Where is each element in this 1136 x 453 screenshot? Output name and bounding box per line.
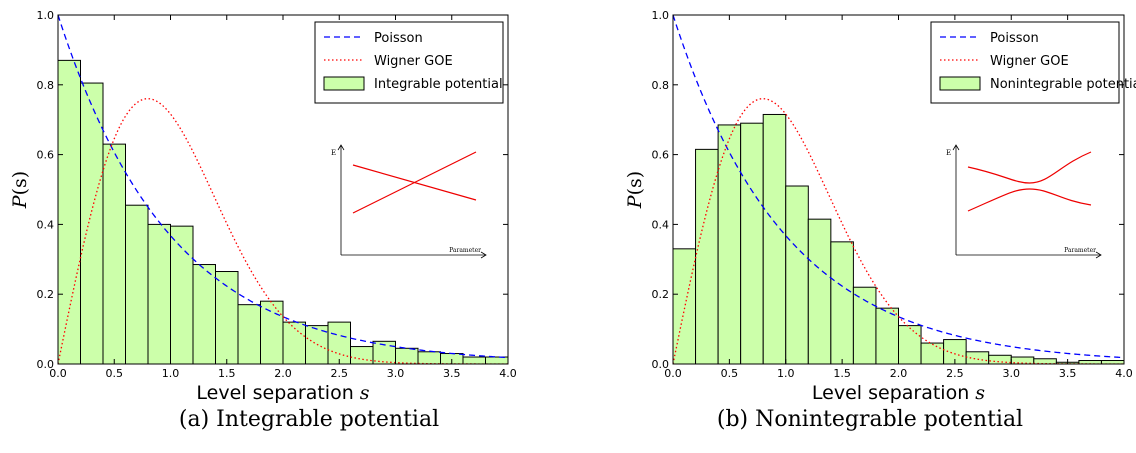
histogram-bar xyxy=(170,225,194,365)
x-tick-label: 2.0 xyxy=(890,367,908,380)
histogram-bar xyxy=(395,347,419,365)
histogram-bar xyxy=(1033,358,1057,365)
caption-b: (b) Nonintegrable potential xyxy=(716,407,1024,432)
legend: Poisson Wigner GOE Nonintegrable potential xyxy=(930,21,1136,104)
x-tick-label: 3.0 xyxy=(1003,367,1021,380)
y-axis-label: P(s) xyxy=(624,171,646,209)
histogram-bar xyxy=(57,59,81,365)
legend-swatch xyxy=(939,76,981,91)
histogram-bar xyxy=(237,304,261,365)
x-tick-label: 2.5 xyxy=(946,367,964,380)
histogram-bar xyxy=(192,264,216,365)
histogram-bar xyxy=(740,122,764,365)
histogram-bar xyxy=(147,223,171,365)
inset-y-label: E xyxy=(331,149,336,157)
histogram-bar xyxy=(672,248,697,365)
x-tick-label: 1.0 xyxy=(777,367,795,380)
histogram-bar xyxy=(102,143,126,365)
legend: Poisson Wigner GOE Integrable potential xyxy=(314,21,504,104)
histogram-bar xyxy=(785,185,809,365)
histogram-bar xyxy=(485,356,509,365)
legend-label: Poisson xyxy=(990,31,1039,46)
y-tick-label: 1.0 xyxy=(37,9,55,22)
x-axis-label: Level separation s xyxy=(812,382,985,404)
histogram-bar xyxy=(988,354,1012,365)
inset-level-line xyxy=(352,151,477,214)
x-tick-label: 0.0 xyxy=(664,367,682,380)
y-axis-label: P(s) xyxy=(9,171,31,209)
y-tick-label: 0.0 xyxy=(652,358,670,371)
legend-label: Integrable potential xyxy=(374,77,503,92)
histogram-bar xyxy=(875,307,900,365)
legend-label: Wigner GOE xyxy=(374,54,453,69)
inset-x-label: Parameter xyxy=(1064,247,1096,254)
poisson-curve xyxy=(58,15,508,359)
histogram-bar xyxy=(80,82,104,365)
histogram-bar xyxy=(762,113,787,365)
histogram-bar xyxy=(965,351,990,365)
histogram-bar xyxy=(920,342,945,365)
histogram-bar xyxy=(260,300,284,365)
inset-level-line xyxy=(967,151,1092,184)
y-tick-label: 0.2 xyxy=(37,288,55,301)
histogram-bar xyxy=(1100,360,1125,365)
inset-x-label: Parameter xyxy=(449,247,481,254)
legend-label: Wigner GOE xyxy=(990,54,1069,69)
y-tick-label: 0.6 xyxy=(652,149,670,162)
inset-x-arrow xyxy=(480,251,487,259)
x-tick-label: 2.0 xyxy=(274,367,292,380)
y-tick-label: 0.4 xyxy=(37,218,55,231)
histogram-bar xyxy=(327,321,351,365)
legend-swatch xyxy=(323,76,365,91)
x-tick-label: 1.5 xyxy=(833,367,851,380)
y-tick-label: 0.4 xyxy=(652,218,670,231)
x-tick-label: 0.0 xyxy=(49,367,67,380)
x-tick-label: 1.0 xyxy=(162,367,180,380)
histogram-bar xyxy=(462,356,486,365)
inset-y-arrow xyxy=(337,144,345,151)
histogram-bar xyxy=(125,204,149,365)
histogram-bar xyxy=(695,148,719,365)
wigner-curve xyxy=(673,98,1124,364)
histogram-bar xyxy=(852,286,877,365)
chart-panel-b: 0.0 0.5 1.0 1.5 2.0 2.5 3.0 3.5 4.0 0.0 0.2 0.4 0.6 0… xyxy=(624,9,1136,404)
histogram-bar xyxy=(807,218,832,365)
x-tick-label: 1.5 xyxy=(218,367,236,380)
x-tick-label: 4.0 xyxy=(499,367,517,380)
y-tick-label: 0.8 xyxy=(652,79,670,92)
chart-panel-a: 0.0 0.5 1.0 1.5 2.0 2.5 3.0 3.5 4.0 0.0 0.2 0.4 0.6 0… xyxy=(9,9,517,404)
x-tick-label: 0.5 xyxy=(721,367,739,380)
y-tick-label: 0.8 xyxy=(37,79,55,92)
inset-diagram: E Parameter xyxy=(331,144,487,259)
histogram-bar xyxy=(417,351,441,365)
caption-a: (a) Integrable potential xyxy=(178,407,440,432)
inset-y-label: E xyxy=(946,149,951,157)
y-tick-label: 0.2 xyxy=(652,288,670,301)
x-axis-label: Level separation s xyxy=(196,382,369,404)
inset-level-line xyxy=(967,188,1092,212)
x-tick-label: 3.5 xyxy=(1059,367,1077,380)
y-tick-label: 1.0 xyxy=(652,9,670,22)
inset-y-arrow xyxy=(952,144,960,151)
y-tick-label: 0.6 xyxy=(37,149,55,162)
legend-label: Nonintegrable potential xyxy=(990,77,1136,92)
y-tick-label: 0.0 xyxy=(37,358,55,371)
histogram-bar xyxy=(350,346,374,365)
poisson-curve xyxy=(673,15,1124,359)
inset-x-arrow xyxy=(1095,251,1102,259)
x-tick-label: 0.5 xyxy=(106,367,124,380)
x-tick-label: 4.0 xyxy=(1115,367,1133,380)
inset-diagram: E Parameter xyxy=(946,144,1102,259)
histogram-bar xyxy=(898,325,922,365)
histogram-bar xyxy=(830,241,854,365)
x-tick-label: 3.0 xyxy=(387,367,405,380)
x-tick-label: 2.5 xyxy=(331,367,349,380)
x-tick-label: 3.5 xyxy=(443,367,461,380)
legend-label: Poisson xyxy=(374,31,423,46)
